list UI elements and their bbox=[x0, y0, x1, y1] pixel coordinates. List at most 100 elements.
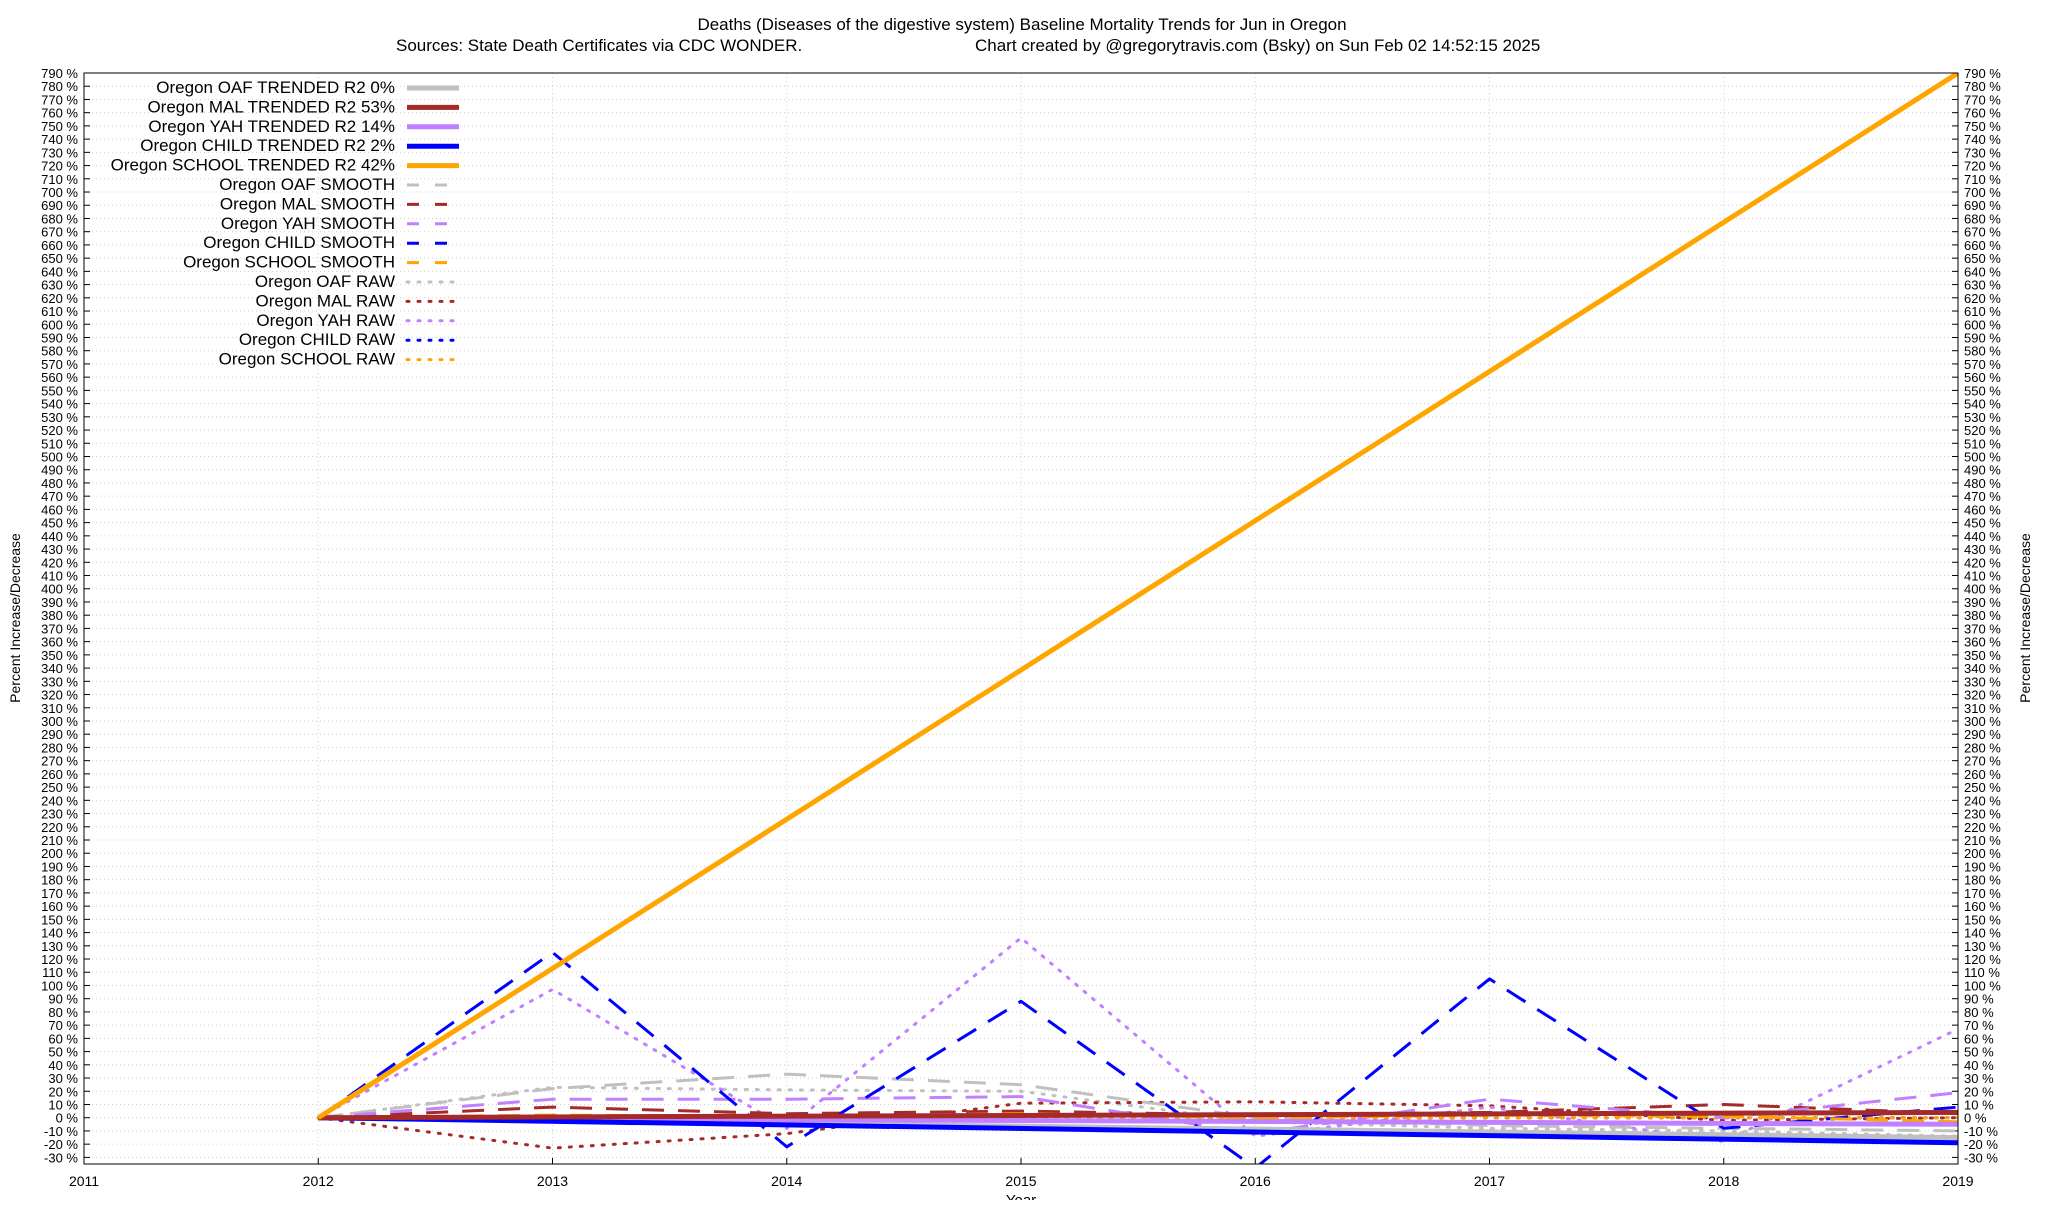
y-tick-label-right: 40 % bbox=[1964, 1058, 1994, 1073]
y-tick-label-right: 290 % bbox=[1964, 727, 2001, 742]
legend-label: Oregon CHILD RAW bbox=[239, 330, 395, 349]
y-tick-label: 480 % bbox=[41, 476, 78, 491]
y-tick-label: 210 % bbox=[41, 833, 78, 848]
y-tick-label-right: 80 % bbox=[1964, 1005, 1994, 1020]
y-tick-label: 680 % bbox=[41, 211, 78, 226]
y-tick-label: 790 % bbox=[41, 66, 78, 81]
y-tick-label: 290 % bbox=[41, 727, 78, 742]
y-tick-label-right: 470 % bbox=[1964, 489, 2001, 504]
legend-label: Oregon SCHOOL SMOOTH bbox=[183, 253, 395, 272]
y-tick-label-right: 30 % bbox=[1964, 1071, 1994, 1086]
y-tick-label: 580 % bbox=[41, 344, 78, 359]
y-tick-label-right: 640 % bbox=[1964, 264, 2001, 279]
y-tick-label-right: 20 % bbox=[1964, 1084, 1994, 1099]
y-tick-label: 590 % bbox=[41, 330, 78, 345]
y-tick-label: 330 % bbox=[41, 674, 78, 689]
y-tick-label-right: 780 % bbox=[1964, 79, 2001, 94]
legend-label: Oregon SCHOOL TRENDED R2 42% bbox=[111, 156, 395, 175]
series-line bbox=[317, 950, 1958, 1164]
y-tick-label-right: 350 % bbox=[1964, 648, 2001, 663]
y-tick-label: 740 % bbox=[41, 132, 78, 147]
y-tick-label-right: 460 % bbox=[1964, 502, 2001, 517]
y-tick-label: 380 % bbox=[41, 608, 78, 623]
y-tick-label: 450 % bbox=[41, 516, 78, 531]
y-axis-label-left: Percent Increase/Decrease bbox=[7, 533, 23, 703]
y-tick-label-right: 540 % bbox=[1964, 397, 2001, 412]
y-tick-label: 190 % bbox=[41, 859, 78, 874]
x-tick-label: 2017 bbox=[1474, 1173, 1505, 1189]
y-tick-label-right: 160 % bbox=[1964, 899, 2001, 914]
y-tick-label-right: 300 % bbox=[1964, 714, 2001, 729]
y-tick-label: 240 % bbox=[41, 793, 78, 808]
y-tick-label-right: 390 % bbox=[1964, 595, 2001, 610]
y-tick-label: 200 % bbox=[41, 846, 78, 861]
y-tick-label: 730 % bbox=[41, 145, 78, 160]
y-tick-label: 780 % bbox=[41, 79, 78, 94]
y-tick-label: 510 % bbox=[41, 436, 78, 451]
y-tick-label: 50 % bbox=[48, 1045, 78, 1060]
y-tick-label: 660 % bbox=[41, 238, 78, 253]
y-tick-label: 360 % bbox=[41, 635, 78, 650]
y-tick-label: 470 % bbox=[41, 489, 78, 504]
y-tick-label-right: 770 % bbox=[1964, 92, 2001, 107]
y-tick-label: 0 % bbox=[56, 1111, 79, 1126]
y-tick-label-right: 480 % bbox=[1964, 476, 2001, 491]
y-tick-label-right: 360 % bbox=[1964, 635, 2001, 650]
y-tick-label-right: 700 % bbox=[1964, 185, 2001, 200]
y-tick-label: 430 % bbox=[41, 542, 78, 557]
chart-subtitle-left: Sources: State Death Certificates via CD… bbox=[396, 36, 802, 55]
y-tick-label-right: 310 % bbox=[1964, 701, 2001, 716]
y-tick-label: 250 % bbox=[41, 780, 78, 795]
y-tick-label: -20 % bbox=[44, 1137, 78, 1152]
y-tick-label: 570 % bbox=[41, 357, 78, 372]
y-tick-label-right: 200 % bbox=[1964, 846, 2001, 861]
y-tick-label-right: 650 % bbox=[1964, 251, 2001, 266]
legend-label: Oregon OAF RAW bbox=[255, 272, 395, 291]
y-tick-label-right: -30 % bbox=[1964, 1150, 1998, 1165]
y-tick-label-right: 670 % bbox=[1964, 225, 2001, 240]
y-tick-label: 70 % bbox=[48, 1018, 78, 1033]
series-line bbox=[316, 1100, 1958, 1150]
y-tick-label-right: 370 % bbox=[1964, 621, 2001, 636]
y-tick-label: 640 % bbox=[41, 264, 78, 279]
y-tick-label-right: 550 % bbox=[1964, 383, 2001, 398]
x-axis-label: Year bbox=[1006, 1192, 1036, 1200]
y-tick-label: 520 % bbox=[41, 423, 78, 438]
y-tick-label: 220 % bbox=[41, 820, 78, 835]
x-tick-label: 2012 bbox=[303, 1173, 334, 1189]
y-tick-label-right: 750 % bbox=[1964, 119, 2001, 134]
y-tick-label-right: 450 % bbox=[1964, 516, 2001, 531]
y-tick-label-right: 600 % bbox=[1964, 317, 2001, 332]
y-tick-label: 690 % bbox=[41, 198, 78, 213]
y-tick-label: 260 % bbox=[41, 767, 78, 782]
y-tick-label-right: 70 % bbox=[1964, 1018, 1994, 1033]
y-tick-label: 300 % bbox=[41, 714, 78, 729]
y-tick-label-right: 140 % bbox=[1964, 926, 2001, 941]
grid bbox=[83, 72, 1959, 1164]
y-tick-label-right: 190 % bbox=[1964, 859, 2001, 874]
y-tick-label: 20 % bbox=[48, 1084, 78, 1099]
y-tick-label-right: 420 % bbox=[1964, 555, 2001, 570]
y-tick-label-right: 680 % bbox=[1964, 211, 2001, 226]
y-tick-label-right: 170 % bbox=[1964, 886, 2001, 901]
series-line bbox=[318, 1115, 1958, 1146]
y-tick-label-right: 400 % bbox=[1964, 582, 2001, 597]
y-tick-label: 170 % bbox=[41, 886, 78, 901]
legend-label: Oregon MAL SMOOTH bbox=[220, 194, 395, 213]
x-tick-label: 2014 bbox=[771, 1173, 802, 1189]
y-tick-label-right: 410 % bbox=[1964, 569, 2001, 584]
y-tick-label: 320 % bbox=[41, 688, 78, 703]
y-tick-label: 500 % bbox=[41, 450, 78, 465]
y-tick-label: -10 % bbox=[44, 1124, 78, 1139]
y-axis-label-right: Percent Increase/Decrease bbox=[2017, 533, 2033, 703]
y-tick-label-right: 590 % bbox=[1964, 330, 2001, 345]
legend-label: Oregon CHILD TRENDED R2 2% bbox=[140, 136, 395, 155]
y-tick-label: 10 % bbox=[48, 1097, 78, 1112]
y-tick-label: 120 % bbox=[41, 952, 78, 967]
y-tick-label-right: -10 % bbox=[1964, 1124, 1998, 1139]
y-tick-label: 270 % bbox=[41, 754, 78, 769]
y-tick-label-right: 580 % bbox=[1964, 344, 2001, 359]
y-tick-label: 630 % bbox=[41, 278, 78, 293]
y-tick-label-right: 10 % bbox=[1964, 1097, 1994, 1112]
